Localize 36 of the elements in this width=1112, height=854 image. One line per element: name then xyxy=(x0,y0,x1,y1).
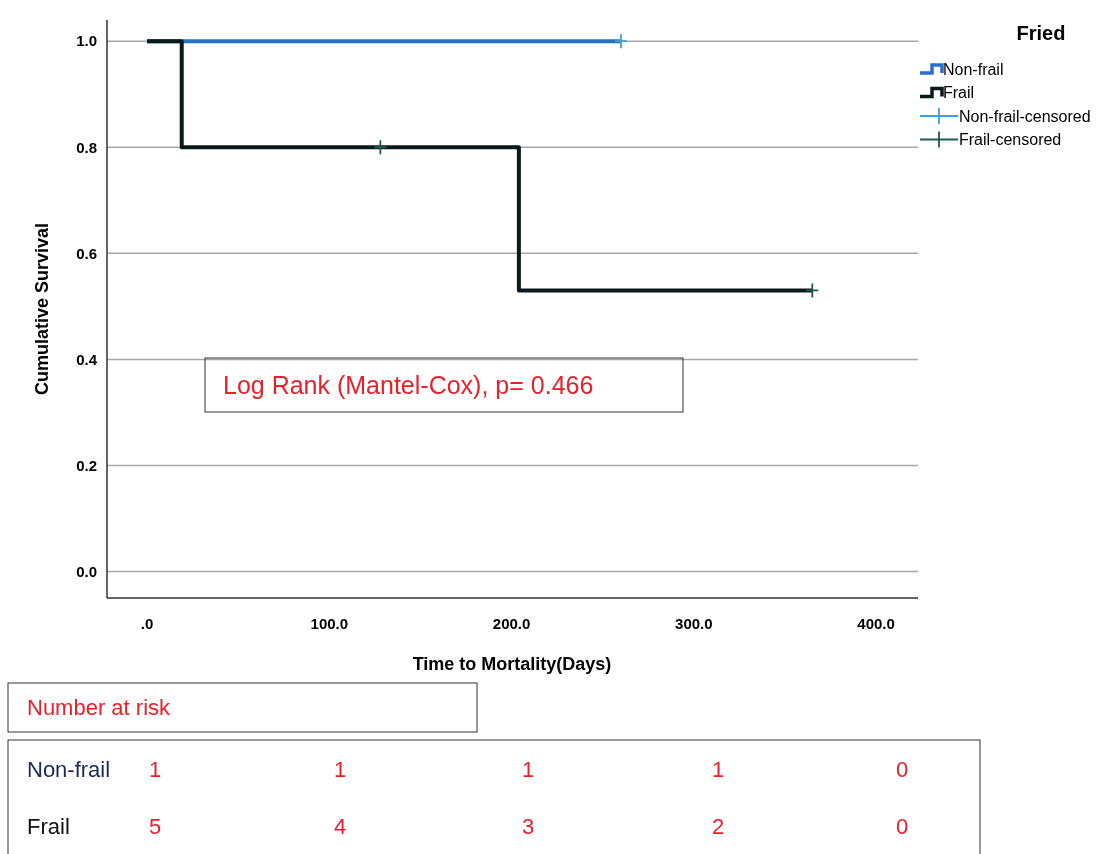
x-tick-label: 100.0 xyxy=(310,615,349,633)
point xyxy=(805,282,820,299)
legend-label: Frail-censored xyxy=(959,131,1062,149)
x-tick-label: 300.0 xyxy=(675,615,713,633)
text: 4 xyxy=(333,814,347,839)
x-tick-label: .0 xyxy=(140,615,154,633)
text: 5 xyxy=(148,814,162,839)
point xyxy=(614,33,628,50)
text: 0 xyxy=(895,814,909,839)
x-axis-title: Time to Mortality(Days) xyxy=(412,654,612,674)
text: 1 xyxy=(148,757,162,782)
text: 1 xyxy=(333,757,347,782)
y-tick-label: 0.2 xyxy=(76,456,97,474)
text: 1 xyxy=(711,757,725,782)
text-box: Log Rank (Mantel-Cox), p= 0.466 xyxy=(204,357,684,413)
text: Frail xyxy=(27,814,70,839)
text: 3 xyxy=(521,814,535,839)
annotation: Log Rank (Mantel-Cox), p= 0.466 xyxy=(223,371,594,399)
y-tick-label: 0.6 xyxy=(76,244,97,262)
legend-label: Frail xyxy=(943,84,975,102)
x-tick-label: 200.0 xyxy=(492,615,531,633)
text: 2 xyxy=(711,814,725,839)
point xyxy=(373,139,388,156)
y-axis-title: Cumulative Survival xyxy=(32,222,52,396)
legend-label: Non-frail-censored xyxy=(959,107,1091,125)
legend-title: Fried xyxy=(1016,22,1066,44)
y-tick-label: 1.0 xyxy=(76,32,97,50)
y-tick-label: 0.0 xyxy=(76,562,97,580)
text: 1 xyxy=(521,757,535,782)
y-tick-label: 0.4 xyxy=(76,350,98,368)
text: 0 xyxy=(895,757,909,782)
x-tick-label: 400.0 xyxy=(857,615,895,633)
legend-label: Non-frail xyxy=(943,60,1004,78)
text: Non-frail xyxy=(27,757,111,782)
table-header-box: Number at risk xyxy=(7,682,478,733)
y-tick-label: 0.8 xyxy=(76,138,97,156)
